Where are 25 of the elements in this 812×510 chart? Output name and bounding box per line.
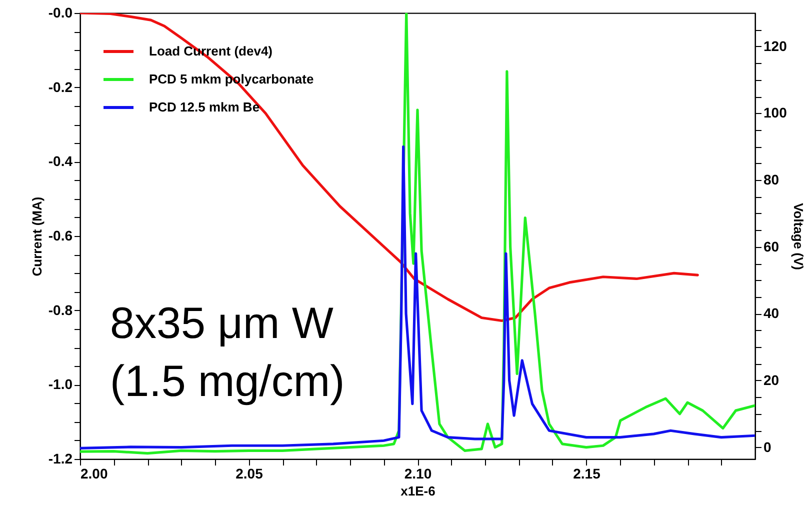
x-tick-label: 2.15 <box>573 466 601 482</box>
y-tick-label: -0.2 <box>48 78 73 95</box>
y2-tick-label: 20 <box>764 372 780 388</box>
y-tick-label: -0.6 <box>48 228 73 244</box>
y2-tick-label: 100 <box>764 104 788 121</box>
y-axis-title: Current (MA) <box>29 196 44 276</box>
legend-label: PCD 12.5 mkm Be <box>149 100 260 114</box>
x-tick-label: 2.00 <box>80 466 108 482</box>
x-tick-label: 2.10 <box>404 466 432 482</box>
line-series <box>80 145 755 450</box>
y2-tick-label: 120 <box>764 38 788 54</box>
y-tick-label: -1.0 <box>48 376 73 392</box>
y2-tick-label: 0 <box>764 438 772 455</box>
x-axis-title: x1E-6 <box>400 484 436 498</box>
x-tick-label: 2.05 <box>236 466 264 482</box>
y-tick-label: -0.8 <box>48 302 73 318</box>
y2-tick-label: 80 <box>764 172 780 188</box>
y-tick-label: -0.4 <box>48 153 73 170</box>
annotation: 8x35 μm W <box>110 299 334 348</box>
y2-tick-label: 40 <box>764 305 780 322</box>
y-tick-label: -1.2 <box>48 450 73 466</box>
y2-axis-title: Voltage (V) <box>790 203 806 270</box>
y-tick-label: -0.0 <box>48 4 73 20</box>
y2-tick-label: 60 <box>764 238 780 254</box>
annotation: (1.5 mg/cm) <box>110 357 345 406</box>
